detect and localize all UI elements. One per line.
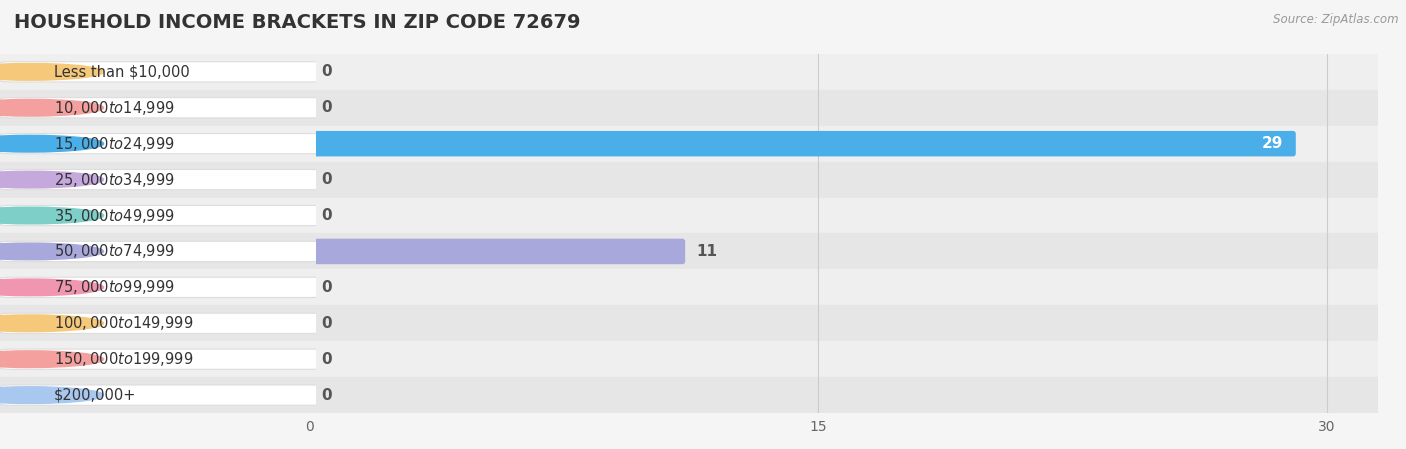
FancyBboxPatch shape xyxy=(0,313,323,334)
FancyBboxPatch shape xyxy=(0,205,323,226)
FancyBboxPatch shape xyxy=(0,385,323,405)
Text: 29: 29 xyxy=(1261,136,1282,151)
Bar xyxy=(0,305,316,341)
FancyBboxPatch shape xyxy=(0,349,323,370)
Bar xyxy=(0,54,316,90)
Text: HOUSEHOLD INCOME BRACKETS IN ZIP CODE 72679: HOUSEHOLD INCOME BRACKETS IN ZIP CODE 72… xyxy=(14,13,581,32)
FancyBboxPatch shape xyxy=(0,97,323,118)
Text: $15,000 to $24,999: $15,000 to $24,999 xyxy=(53,135,174,153)
Text: 0: 0 xyxy=(321,280,332,295)
Bar xyxy=(0,341,316,377)
Circle shape xyxy=(0,99,104,116)
FancyBboxPatch shape xyxy=(0,169,323,190)
Circle shape xyxy=(0,243,104,260)
FancyBboxPatch shape xyxy=(0,277,323,298)
Text: 0: 0 xyxy=(321,316,332,331)
FancyBboxPatch shape xyxy=(0,62,323,82)
Circle shape xyxy=(0,351,104,368)
Circle shape xyxy=(0,63,104,80)
Bar xyxy=(309,90,1378,126)
Text: $100,000 to $149,999: $100,000 to $149,999 xyxy=(53,314,193,332)
FancyBboxPatch shape xyxy=(0,241,323,262)
FancyBboxPatch shape xyxy=(0,133,323,154)
Bar xyxy=(0,126,316,162)
Bar xyxy=(309,162,1378,198)
Circle shape xyxy=(0,279,104,296)
Text: $35,000 to $49,999: $35,000 to $49,999 xyxy=(53,207,174,224)
Bar xyxy=(0,162,316,198)
Text: $50,000 to $74,999: $50,000 to $74,999 xyxy=(53,242,174,260)
Bar xyxy=(309,198,1378,233)
Circle shape xyxy=(0,171,104,188)
Bar xyxy=(309,341,1378,377)
Bar xyxy=(309,377,1378,413)
Text: Source: ZipAtlas.com: Source: ZipAtlas.com xyxy=(1274,13,1399,26)
Bar xyxy=(0,269,316,305)
Bar xyxy=(309,305,1378,341)
FancyBboxPatch shape xyxy=(307,239,685,264)
Bar xyxy=(309,269,1378,305)
Text: $75,000 to $99,999: $75,000 to $99,999 xyxy=(53,278,174,296)
Text: $25,000 to $34,999: $25,000 to $34,999 xyxy=(53,171,174,189)
Text: 0: 0 xyxy=(321,387,332,403)
Text: 0: 0 xyxy=(321,208,332,223)
Bar xyxy=(0,198,316,233)
Bar xyxy=(309,126,1378,162)
Bar xyxy=(309,233,1378,269)
Bar xyxy=(309,54,1378,90)
Text: 0: 0 xyxy=(321,352,332,367)
Circle shape xyxy=(0,315,104,332)
Text: 0: 0 xyxy=(321,100,332,115)
Text: $200,000+: $200,000+ xyxy=(53,387,136,403)
FancyBboxPatch shape xyxy=(307,131,1296,156)
Text: 0: 0 xyxy=(321,172,332,187)
Bar xyxy=(0,377,316,413)
Circle shape xyxy=(0,207,104,224)
Text: $150,000 to $199,999: $150,000 to $199,999 xyxy=(53,350,193,368)
Circle shape xyxy=(0,387,104,404)
Circle shape xyxy=(0,135,104,152)
Bar xyxy=(0,233,316,269)
Text: 11: 11 xyxy=(696,244,717,259)
Text: 0: 0 xyxy=(321,64,332,79)
Bar xyxy=(0,90,316,126)
Text: $10,000 to $14,999: $10,000 to $14,999 xyxy=(53,99,174,117)
Text: Less than $10,000: Less than $10,000 xyxy=(53,64,190,79)
